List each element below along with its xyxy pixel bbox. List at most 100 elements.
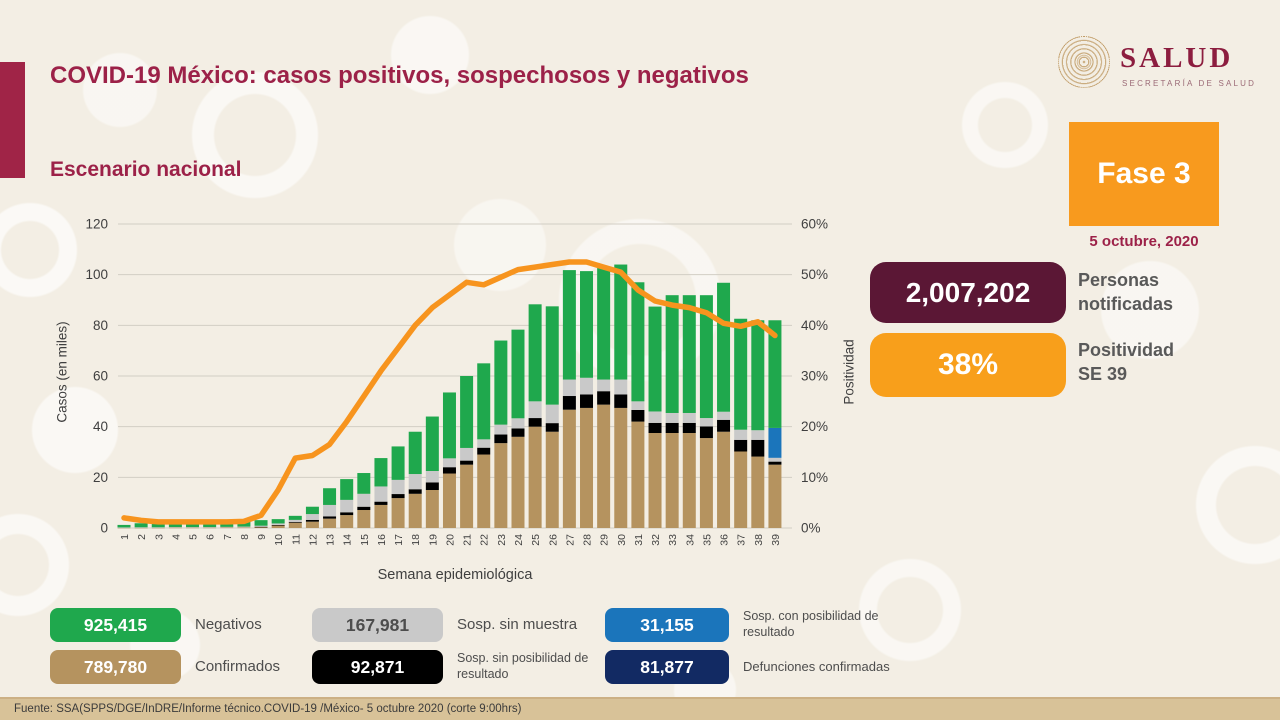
x-tick: 35: [701, 534, 713, 546]
bar-segment: [203, 527, 217, 528]
bar-segment: [580, 377, 594, 395]
bar-segment: [511, 329, 525, 419]
x-tick: 16: [376, 534, 388, 546]
kpi-notified-value: 2,007,202: [905, 276, 1031, 308]
legend-label: Sosp. sin muestra: [457, 615, 578, 633]
x-tick: 34: [684, 534, 696, 546]
x-tick: 6: [205, 534, 217, 540]
bar-segment: [288, 519, 302, 522]
bar-segment: [614, 379, 628, 395]
bar-segment: [614, 407, 628, 528]
bar-segment: [374, 501, 388, 505]
bar-segment: [494, 424, 508, 435]
bar-segment: [408, 474, 422, 490]
bar-segment: [168, 527, 182, 529]
legend-label: Sosp. con posibilidad de resultado: [743, 609, 879, 639]
bar-segment: [699, 295, 713, 419]
x-tick: 25: [530, 534, 542, 546]
bar-segment: [580, 271, 594, 378]
bar-segment: [374, 458, 388, 487]
x-tick: 5: [188, 534, 200, 540]
x-tick: 4: [170, 534, 182, 540]
bar-segment: [374, 486, 388, 502]
bar-segment: [460, 460, 474, 465]
legend-label: Confirmados: [195, 657, 281, 675]
bar-segment: [357, 510, 371, 528]
bar-segment: [357, 506, 371, 511]
bar-segment: [580, 394, 594, 408]
x-tick: 17: [393, 534, 405, 546]
legend-badge: 925,415: [50, 608, 181, 642]
bar-segment: [288, 522, 302, 528]
y-left-tick: 100: [85, 267, 108, 282]
bar-segment: [340, 499, 354, 513]
x-tick: 20: [444, 534, 456, 546]
bar-segment: [648, 411, 662, 423]
bar-segment: [631, 421, 645, 528]
bar-segment: [734, 451, 748, 528]
bar-segment: [340, 512, 354, 516]
x-tick: 23: [496, 534, 508, 546]
bar-segment: [751, 430, 765, 440]
legend-item: 81,877 Defunciones confirmadas: [605, 650, 908, 684]
x-axis-title: Semana epidemiológica: [377, 567, 533, 583]
bar-segment: [494, 340, 508, 425]
bar-segment: [271, 519, 285, 524]
bar-segment: [340, 515, 354, 528]
bar-segment: [168, 522, 182, 528]
bar-segment: [305, 519, 319, 522]
bar-segment: [562, 396, 576, 410]
bar-segment: [323, 518, 337, 528]
x-tick: 33: [667, 534, 679, 546]
legend-badge: 81,877: [605, 650, 729, 684]
bar-segment: [220, 522, 234, 527]
x-tick: 24: [513, 534, 525, 546]
x-tick: 26: [547, 534, 559, 546]
bar-segment: [511, 418, 525, 429]
source-note: Fuente: SSA(SPPS/DGE/InDRE/Informe técni…: [14, 703, 522, 715]
bar-segment: [648, 422, 662, 433]
x-tick: 14: [342, 534, 354, 546]
bar-segment: [699, 438, 713, 528]
bar-segment: [117, 527, 131, 529]
x-tick: 2: [136, 534, 148, 540]
bar-segment: [460, 464, 474, 528]
bar-segment: [271, 524, 285, 526]
y-left-tick: 40: [93, 419, 108, 434]
bar-segment: [323, 504, 337, 517]
bar-segment: [648, 433, 662, 528]
bar-segment: [254, 526, 268, 528]
x-tick: 32: [650, 534, 662, 546]
bar-segment: [425, 416, 439, 471]
bar-segment: [408, 493, 422, 528]
bar-segment: [168, 527, 182, 528]
page-subtitle: Escenario nacional: [50, 158, 242, 181]
bar-segment: [323, 488, 337, 505]
bar-segment: [220, 527, 234, 529]
bar-segment: [425, 471, 439, 483]
legend-item: 31,155 Sosp. con posibilidad de resultado: [605, 608, 908, 642]
bar-segment: [134, 523, 148, 528]
bar-segment: [665, 433, 679, 528]
bar-segment: [734, 429, 748, 440]
bar-segment: [528, 304, 542, 402]
legend-item: 167,981 Sosp. sin muestra: [312, 608, 622, 642]
y-right-tick: 20%: [801, 419, 828, 434]
bar-segment: [528, 426, 542, 528]
bar-segment: [511, 436, 525, 528]
legend-item: 789,780 Confirmados: [50, 650, 360, 684]
x-tick: 22: [479, 534, 491, 546]
left-accent-bar: [0, 62, 25, 178]
bar-segment: [237, 527, 251, 529]
bar-segment: [494, 443, 508, 528]
x-tick: 18: [410, 534, 422, 546]
bar-segment: [391, 446, 405, 480]
x-tick: 15: [359, 534, 371, 546]
bar-segment: [271, 525, 285, 528]
bar-segment: [477, 439, 491, 448]
y-right-tick: 60%: [801, 217, 828, 232]
bar-segment: [682, 422, 696, 433]
bar-segment: [186, 527, 200, 528]
salud-wordmark-subtitle: SECRETARÍA DE SALUD: [1122, 79, 1257, 88]
page-title: COVID-19 México: casos positivos, sospec…: [50, 62, 749, 89]
